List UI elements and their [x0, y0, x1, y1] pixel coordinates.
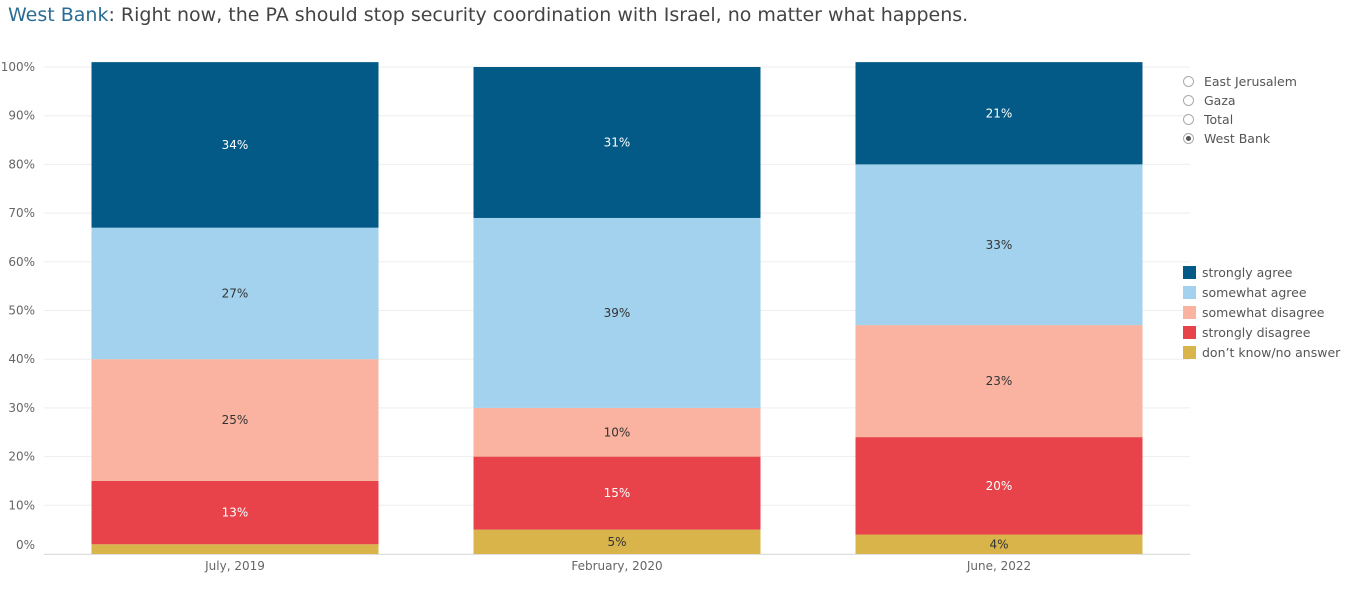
region-name: West Bank — [8, 4, 109, 26]
legend-swatch — [1183, 265, 1196, 279]
legend-item-strongly-agree[interactable]: strongly agree — [1183, 262, 1340, 282]
legend-item-dont-know[interactable]: don’t know/no answer — [1183, 342, 1340, 362]
y-tick-label: 60% — [8, 255, 35, 269]
radio-icon — [1183, 114, 1194, 125]
x-tick-label: February, 2020 — [571, 559, 662, 573]
data-label: 33% — [986, 238, 1013, 252]
radio-icon — [1183, 76, 1194, 87]
filter-option-label: Total — [1204, 112, 1234, 127]
bar-segment-strongly-agree — [473, 67, 761, 218]
y-tick-label: 90% — [8, 109, 35, 123]
filter-option-label: East Jerusalem — [1204, 74, 1297, 89]
filter-option-label: West Bank — [1204, 131, 1271, 146]
filter-option-total[interactable]: Total — [1183, 110, 1297, 129]
filter-option-label: Gaza — [1204, 93, 1236, 108]
legend-label: somewhat agree — [1202, 284, 1307, 300]
y-tick-label: 100% — [1, 60, 35, 74]
bar-segment-somewhat-disagree — [91, 359, 379, 481]
bar-segment-strongly-agree — [91, 62, 379, 228]
data-label: 20% — [986, 479, 1013, 493]
y-tick-label: 40% — [8, 352, 35, 366]
filter-option-west-bank[interactable]: West Bank — [1183, 129, 1297, 148]
data-label: 34% — [222, 138, 249, 152]
data-label: 23% — [986, 374, 1013, 388]
bar-segment-strongly-disagree — [91, 480, 379, 545]
bar-segment-somewhat-agree — [473, 217, 761, 408]
filter-option-gaza[interactable]: Gaza — [1183, 91, 1297, 110]
y-tick-label: 30% — [8, 401, 35, 415]
legend: strongly agree somewhat agree somewhat d… — [1183, 262, 1340, 362]
data-label: 39% — [604, 306, 631, 320]
x-tick-label: July, 2019 — [204, 559, 265, 573]
data-label: 5% — [607, 535, 626, 549]
data-label: 10% — [604, 425, 631, 439]
legend-swatch — [1183, 305, 1196, 319]
bar-segment-strongly-disagree — [473, 456, 761, 530]
y-tick-label: 50% — [8, 304, 35, 318]
data-label: 13% — [222, 506, 249, 520]
bar-segment-strongly-agree — [855, 62, 1143, 165]
region-filter: East Jerusalem Gaza Total West Bank — [1183, 72, 1297, 148]
x-tick-label: June, 2022 — [966, 559, 1031, 573]
legend-swatch — [1183, 325, 1196, 339]
legend-swatch — [1183, 285, 1196, 299]
y-tick-label: 10% — [8, 498, 35, 512]
legend-label: don’t know/no answer — [1202, 344, 1341, 360]
y-tick-label: 80% — [8, 157, 35, 171]
data-label: 25% — [222, 413, 249, 427]
bar-segment-somewhat-disagree — [473, 407, 761, 457]
bar-segment-don-t-know-no-answer — [91, 544, 379, 554]
y-tick-label: 70% — [8, 206, 35, 220]
legend-swatch — [1183, 345, 1196, 359]
y-tick-label: 0% — [16, 538, 35, 552]
data-label: 27% — [222, 286, 249, 300]
bar-segment-strongly-disagree — [855, 437, 1143, 535]
legend-item-somewhat-agree[interactable]: somewhat agree — [1183, 282, 1340, 302]
data-label: 31% — [604, 135, 631, 149]
data-label: 15% — [604, 486, 631, 500]
bar-segment-don-t-know-no-answer — [473, 529, 761, 554]
legend-label: somewhat disagree — [1202, 304, 1325, 320]
data-label: 21% — [986, 106, 1013, 120]
legend-label: strongly disagree — [1202, 324, 1311, 340]
bar-segment-don-t-know-no-answer — [855, 534, 1143, 554]
bar-segment-somewhat-agree — [855, 164, 1143, 326]
y-tick-label: 20% — [8, 450, 35, 464]
radio-selected-icon — [1183, 133, 1194, 144]
chart-title: West Bank: Right now, the PA should stop… — [8, 4, 968, 26]
bar-segment-somewhat-disagree — [855, 325, 1143, 438]
radio-icon — [1183, 95, 1194, 106]
data-label: 4% — [989, 537, 1008, 551]
question-text: : Right now, the PA should stop security… — [108, 4, 969, 26]
filter-option-east-jerusalem[interactable]: East Jerusalem — [1183, 72, 1297, 91]
stacked-bar-chart: 0% 10% 20% 30% 40% 50% 60% 70% 80% 90% 100% 13% 25% 2… — [1, 60, 1190, 573]
bar-segment-somewhat-agree — [91, 227, 379, 360]
legend-label: strongly agree — [1202, 264, 1293, 280]
legend-item-somewhat-disagree[interactable]: somewhat disagree — [1183, 302, 1340, 322]
legend-item-strongly-disagree[interactable]: strongly disagree — [1183, 322, 1340, 342]
